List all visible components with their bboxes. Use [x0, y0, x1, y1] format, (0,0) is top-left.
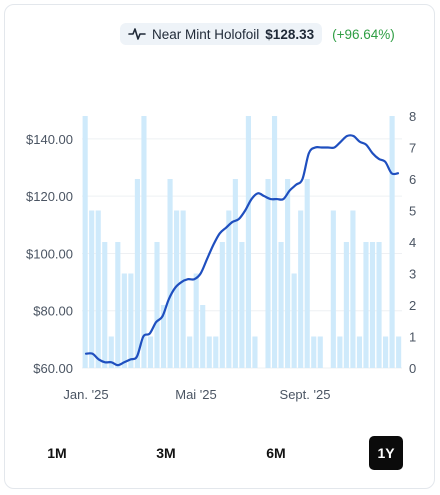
time-range-selector: 1M 3M 6M 1Y: [0, 436, 440, 472]
volume-bar: [383, 336, 389, 368]
volume-bar: [200, 305, 206, 368]
volume-bar: [174, 210, 180, 368]
range-button-6m[interactable]: 6M: [266, 445, 286, 461]
volume-bar: [396, 336, 402, 368]
range-button-3m[interactable]: 3M: [156, 445, 176, 461]
volume-bar: [121, 273, 127, 368]
volume-bar: [232, 179, 238, 368]
volume-bar: [317, 336, 323, 368]
y-left-tick-label: $120.00: [26, 189, 73, 204]
volume-bar: [154, 242, 160, 368]
volume-bar: [187, 336, 193, 368]
volume-bar: [108, 336, 114, 368]
volume-bar: [89, 210, 95, 368]
volume-bar: [363, 242, 369, 368]
y-left-tick-label: $80.00: [33, 304, 73, 319]
y-right-tick-label: 4: [409, 235, 416, 250]
volume-bar: [134, 179, 140, 368]
volume-bar: [350, 210, 356, 368]
legend-price: $128.33: [265, 26, 315, 42]
volume-bar: [239, 242, 245, 368]
volume-bar: [298, 210, 304, 368]
y-right-tick-label: 8: [409, 109, 416, 124]
legend-item[interactable]: Near Mint Holofoil $128.33: [120, 23, 323, 45]
range-button-1m[interactable]: 1M: [47, 445, 67, 461]
volume-bar: [343, 242, 349, 368]
volume-bar: [128, 273, 134, 368]
volume-bar: [291, 273, 297, 368]
volume-bar: [82, 116, 88, 368]
volume-bar: [219, 242, 225, 368]
volume-bar: [206, 336, 212, 368]
volume-bar: [285, 179, 291, 368]
price-line: [84, 134, 400, 367]
x-tick-label: Sept. '25: [280, 387, 331, 402]
pulse-icon: [128, 28, 146, 40]
y-left-tick-label: $140.00: [26, 132, 73, 147]
volume-bar: [271, 116, 278, 368]
volume-bar: [330, 210, 336, 368]
legend-series-label: Near Mint Holofoil: [152, 26, 260, 42]
volume-bar: [356, 336, 363, 368]
volume-bar: [389, 116, 395, 368]
volume-bar: [95, 210, 101, 368]
volume-bar: [369, 242, 376, 368]
volume-bar: [167, 179, 173, 368]
y-right-tick-label: 1: [409, 330, 416, 345]
volume-bar: [245, 116, 251, 368]
price-history-card: [4, 4, 435, 489]
volume-bar: [252, 336, 258, 368]
volume-bar: [226, 210, 232, 368]
y-right-tick-label: 0: [409, 361, 416, 376]
volume-bar: [376, 242, 382, 368]
y-right-tick-label: 6: [409, 172, 416, 187]
x-tick-label: Jan. '25: [63, 387, 108, 402]
volume-bar: [311, 336, 317, 368]
volume-bar: [265, 179, 271, 368]
price-chart: $140.00 $120.00 $100.00 $80.00 $60.00 8 7 6 5 4 3 2…: [26, 109, 416, 402]
volume-bar: [115, 242, 121, 368]
volume-bar: [304, 179, 310, 368]
y-left-tick-label: $60.00: [33, 361, 73, 376]
legend-change: (+96.64%): [332, 26, 395, 42]
y-left-tick-label: $100.00: [26, 246, 73, 261]
volume-bar: [147, 336, 154, 368]
volume-bar: [193, 273, 199, 368]
y-right-tick-label: 5: [409, 204, 416, 219]
volume-bar: [278, 242, 284, 368]
y-right-tick-label: 2: [409, 298, 416, 313]
y-right-tick-label: 3: [409, 267, 416, 282]
volume-bar: [102, 242, 108, 368]
volume-bar: [160, 305, 167, 368]
range-button-1y[interactable]: 1Y: [369, 436, 403, 470]
y-right-tick-label: 7: [409, 141, 416, 156]
volume-bar: [141, 116, 147, 368]
volume-bar: [180, 210, 186, 368]
volume-bar: [213, 336, 219, 368]
chart-legend: Near Mint Holofoil $128.33 (+96.64%): [120, 19, 395, 49]
volume-bar: [337, 336, 343, 368]
x-tick-label: Mai '25: [175, 387, 217, 402]
